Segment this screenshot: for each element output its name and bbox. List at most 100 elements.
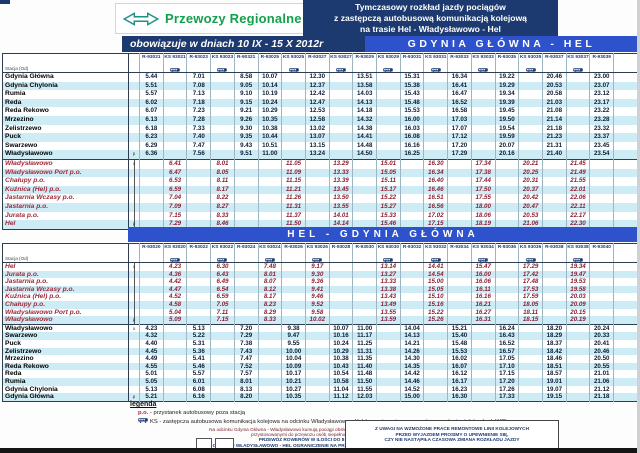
empty-cell	[139, 211, 164, 221]
empty-cell	[423, 323, 448, 333]
time-cell: 14.48	[352, 141, 377, 151]
empty-cell	[613, 339, 638, 348]
time-cell: 6.16	[186, 393, 211, 402]
time-cell: 8.58	[233, 72, 259, 82]
empty-cell	[162, 150, 187, 160]
empty-cell	[470, 339, 496, 348]
time-cell: 11.55	[352, 385, 377, 394]
station-row: Jurata p.o. 4.36 6.43 8.01 9.30 13.27 14.54 16.…	[2, 270, 638, 279]
empty-cell	[565, 107, 590, 116]
station-row: Kuźnica (Hel) p.o. 4.52 6.59 8.17 9.46 13.43 1…	[3, 293, 638, 301]
empty-cell	[186, 270, 211, 279]
time-cell: 11.50	[281, 220, 306, 230]
time-cell: 21.03	[541, 98, 567, 108]
empty-cell	[565, 323, 590, 333]
time-cell: 13.55	[376, 308, 401, 317]
empty-cell	[257, 323, 282, 333]
empty-cell	[139, 220, 164, 230]
empty-cell	[186, 168, 211, 178]
station-name: Swarzewo	[5, 332, 38, 340]
time-cell: 10.58	[328, 377, 353, 386]
time-cell: 8.33	[257, 316, 282, 325]
empty-cell	[210, 339, 235, 348]
empty-cell	[304, 339, 330, 348]
empty-cell	[399, 293, 424, 301]
time-cell: 17.48	[518, 278, 543, 286]
time-cell: 12.37	[304, 81, 330, 91]
time-cell: 13.33	[376, 278, 401, 286]
time-cell: 13.14	[376, 262, 401, 271]
time-cell: 8.23	[257, 300, 282, 309]
empty-cell	[541, 262, 567, 271]
empty-cell	[494, 211, 519, 221]
empty-cell	[257, 355, 282, 363]
empty-cell	[470, 81, 496, 91]
empty-cell	[518, 133, 543, 142]
bus-icon	[170, 258, 180, 262]
station-name: Gdynia Główna	[5, 393, 54, 401]
empty-cell	[257, 185, 282, 195]
station-name: Swarzewo	[5, 141, 38, 149]
station-row: Jastarnia p.o. 7.09 8.27 11.31 13.55 15.27 16.…	[2, 202, 638, 212]
time-cell: 21.06	[589, 377, 614, 386]
empty-cell	[541, 202, 567, 212]
time-cell: 10.02	[304, 316, 330, 325]
empty-cell	[494, 168, 519, 178]
empty-cell	[210, 393, 235, 402]
time-cell: 9.51	[233, 150, 259, 160]
time-cell: 13.45	[328, 185, 353, 195]
time-cell: 14.41	[423, 262, 448, 271]
time-cell: 18.37	[541, 339, 567, 348]
time-cell: 16.43	[494, 332, 519, 340]
time-cell: 7.47	[186, 141, 211, 151]
empty-cell	[470, 370, 496, 378]
route-marker	[128, 115, 140, 125]
time-cell: 16.25	[399, 150, 424, 160]
time-cell: 19.15	[541, 393, 567, 402]
empty-cell	[613, 355, 638, 363]
bus-column-header: KS 93023	[210, 53, 235, 73]
time-cell: 18.57	[541, 370, 567, 378]
empty-cell	[541, 185, 567, 195]
empty-cell	[257, 202, 282, 212]
note-line-4: NA ODCINKU WŁADYSŁAWOWO - HEL OGRANICZEN…	[204, 442, 416, 448]
empty-cell	[281, 107, 306, 116]
empty-cell	[447, 185, 472, 195]
time-cell: 11.31	[352, 347, 377, 356]
empty-cell	[613, 293, 638, 301]
empty-cell	[304, 158, 330, 169]
time-cell: 15.10	[423, 293, 448, 301]
time-cell: 16.31	[470, 316, 496, 325]
time-cell: 10.29	[328, 347, 353, 356]
warning-line-2: PRZED WYJAZDEM PROSIMY O UPEWNIENIE SIĘ,	[395, 431, 509, 437]
empty-cell	[565, 72, 590, 82]
route-marker	[128, 385, 140, 394]
time-cell: 5.01	[139, 370, 164, 378]
empty-column-header	[613, 243, 638, 263]
empty-cell	[565, 339, 590, 348]
station-name: Kuźnica (Hel) p.o.	[5, 185, 62, 193]
empty-cell	[494, 308, 519, 317]
empty-cell	[613, 308, 638, 317]
station-column-label: Stacja (Od)	[5, 66, 29, 71]
time-cell: 7.48	[257, 262, 282, 271]
bus-icon	[431, 68, 441, 72]
time-cell: 4.52	[162, 293, 187, 301]
time-cell: 23.00	[589, 72, 614, 82]
time-cell: 21.40	[541, 150, 567, 160]
empty-cell	[494, 194, 519, 203]
empty-cell	[210, 141, 235, 151]
time-cell: 13.50	[328, 194, 353, 203]
time-cell: 6.54	[210, 285, 235, 294]
empty-cell	[518, 72, 543, 82]
empty-cell	[233, 285, 259, 294]
validity-bar: obowiązuje w dniach 10 IX - 15 X 2012r G…	[122, 36, 638, 52]
time-cell: 18.19	[470, 220, 496, 230]
empty-cell	[589, 185, 614, 195]
empty-cell	[257, 220, 282, 230]
time-cell: 18.06	[470, 211, 496, 221]
time-cell: 20.31	[518, 177, 543, 186]
empty-cell	[541, 300, 567, 309]
empty-cell	[423, 72, 448, 82]
empty-cell	[447, 293, 472, 301]
